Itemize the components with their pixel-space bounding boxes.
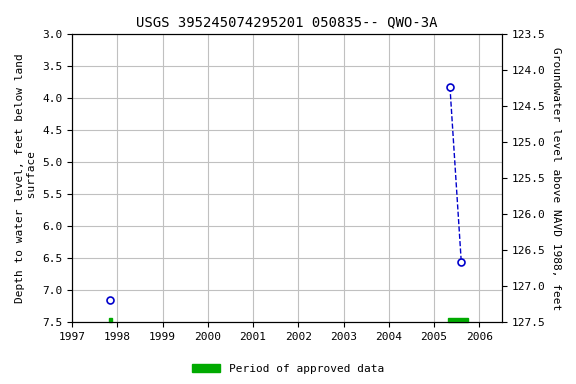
- Legend: Period of approved data: Period of approved data: [188, 359, 388, 379]
- Bar: [448, 318, 468, 323]
- Y-axis label: Groundwater level above NAVD 1988, feet: Groundwater level above NAVD 1988, feet: [551, 47, 561, 310]
- Y-axis label: Depth to water level, feet below land
 surface: Depth to water level, feet below land su…: [15, 53, 37, 303]
- Title: USGS 395245074295201 050835-- QWO-3A: USGS 395245074295201 050835-- QWO-3A: [137, 15, 438, 29]
- Bar: [109, 318, 112, 323]
